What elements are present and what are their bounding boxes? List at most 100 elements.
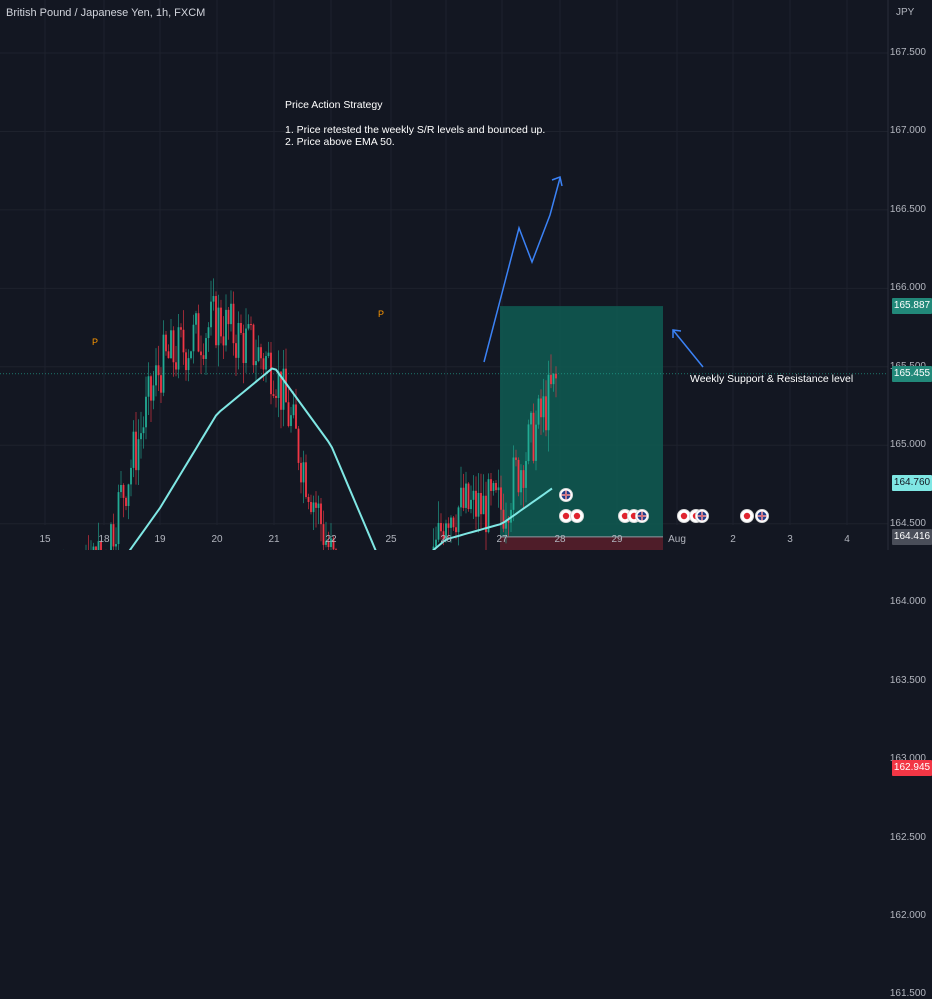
candle-body [272,394,275,396]
candle-body [517,459,520,493]
candle-body [207,327,210,339]
candle-body [465,483,467,508]
target-event-icon [740,509,754,523]
candle-body [467,483,470,510]
candle-body [92,546,95,550]
candle-body [267,352,270,357]
candle-body [550,374,552,385]
candle-body [110,524,112,550]
candle-body [547,374,550,431]
candle-body [490,479,492,491]
candle-body [187,358,190,371]
stop-price-badge: 162.945 [892,759,932,776]
candle-body [245,328,247,363]
candle-body [185,352,187,371]
candle-body [255,361,257,366]
time-tick-label: 19 [154,534,166,545]
strategy-point-1: 1. Price retested the weekly S/R levels … [285,124,546,136]
candle-body [230,303,232,325]
candle-body [242,332,245,363]
candle-body [440,522,442,532]
candle-body [540,398,542,418]
candle-body [250,324,252,326]
candle-body [447,523,450,528]
time-tick-label: 29 [611,534,623,545]
time-tick-label: 27 [496,534,508,545]
price-tick-label: 162.000 [889,909,926,921]
candle-body [172,330,175,363]
currency-label: JPY [896,7,915,18]
candle-body [555,373,557,379]
last-price-badge: 165.455 [892,365,932,382]
weekly-level-pointer-head [672,329,682,338]
candle-body [150,376,152,401]
candle-body [100,541,102,550]
candle-body [492,483,495,491]
projection-arrow-head [551,175,563,187]
candle-body [485,495,487,533]
candle-body [305,462,307,497]
candle-body [127,484,130,506]
candle-body [497,487,500,491]
target-event-icon [677,509,691,523]
time-tick-label: 4 [844,534,850,545]
candle-body [307,496,310,502]
candle-body [325,540,327,545]
candle-body [232,303,235,344]
candle-body [455,527,457,533]
candle-body [287,402,290,427]
candle-body [317,503,320,508]
candle-body [247,324,250,329]
candle-body [162,334,165,393]
candle-body [210,301,212,328]
candle-layer [63,278,557,550]
candle-body [140,433,142,440]
target-event-icon [559,509,573,523]
candle-body [155,365,157,386]
candle-body [145,396,147,428]
candle-body [462,487,465,508]
price-tick-label: 166.000 [889,282,926,294]
candle-body [290,415,292,427]
candle-body [295,404,297,429]
price-tick-label: 164.000 [889,596,926,608]
candle-body [552,373,555,385]
price-tick-label: 167.500 [889,47,926,58]
time-tick-label: 26 [440,534,452,545]
ema-line [128,367,553,550]
candle-body [515,457,517,460]
candle-body [500,487,502,510]
target-price-badge: 165.887 [892,298,932,315]
candle-body [125,497,127,506]
candle-body [300,462,302,483]
candle-body [270,352,272,395]
candle-body [545,396,547,431]
time-tick-label: 28 [554,534,566,545]
candle-body [115,544,117,547]
candle-body [475,490,477,517]
candle-body [117,492,120,545]
candle-body [95,546,97,550]
candle-body [535,424,537,461]
candle-body [285,368,287,403]
uk-flag-icon [755,509,769,523]
candle-body [225,309,227,346]
time-tick-label: 25 [385,534,397,545]
target-dot [562,512,570,520]
candle-body [292,404,295,416]
candle-body [97,541,100,550]
candle-body [192,324,195,352]
projection-arrow [483,177,561,363]
candle-body [157,365,160,376]
candle-body [122,484,125,498]
candle-body [217,307,220,346]
candle-body [502,509,505,529]
candle-body [177,327,180,370]
candle-body [525,461,527,488]
candle-body [470,499,472,510]
target-dot [680,512,688,520]
entry-price-badge: 164.416 [892,528,932,545]
price-tick-label: 167.000 [889,125,926,137]
price-chart-svg[interactable] [0,0,932,550]
